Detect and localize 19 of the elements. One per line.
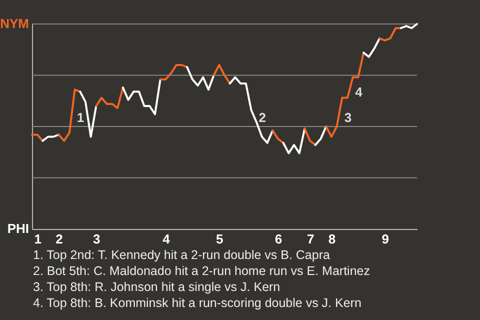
text: 3. Top 8th: R. Johnson hit a single vs J. Kern	[33, 280, 280, 294]
annotation: 3	[344, 110, 352, 125]
x-tick-label: 4	[162, 232, 171, 246]
x-tick-label: 6	[274, 232, 282, 246]
x-tick-label: 2	[56, 232, 63, 246]
annotation: 4	[355, 84, 364, 100]
x-tick-label: 7	[306, 232, 314, 246]
annotation: 2	[258, 110, 266, 125]
x-tick-label: 5	[216, 232, 224, 246]
x-tick-label: 8	[328, 232, 336, 246]
x-tick-label: 3	[93, 232, 100, 246]
text: 4. Top 8th: B. Komminsk hit a run-scoring double vs J. Kern	[33, 296, 362, 310]
annotation: 1	[76, 110, 84, 125]
x-tick-label: 1	[34, 232, 42, 246]
text: PHI	[7, 221, 29, 236]
x-tick-label: 9	[382, 232, 390, 246]
text: 2. Bot 5th: C. Maldonado hit a 2-run home run vs E. Martinez	[33, 264, 370, 278]
text: 1. Top 2nd: T. Kennedy hit a 2-run double vs B. Capra	[33, 248, 330, 262]
text: NYM	[0, 16, 29, 31]
